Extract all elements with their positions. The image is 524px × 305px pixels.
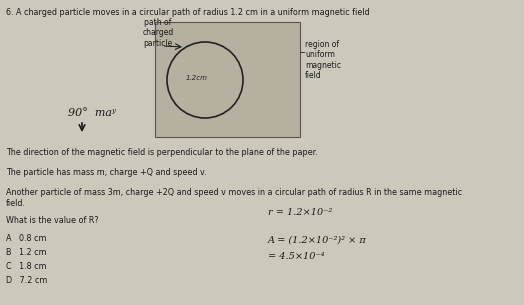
Text: B   1.2 cm: B 1.2 cm — [6, 248, 47, 257]
Text: path of
charged
particle: path of charged particle — [143, 18, 173, 48]
Text: field.: field. — [6, 199, 26, 208]
Text: C   1.8 cm: C 1.8 cm — [6, 262, 47, 271]
Text: 90°  maʸ: 90° maʸ — [68, 108, 116, 118]
Bar — [155, 22, 300, 137]
Text: 6. A charged particle moves in a circular path of radius 1.2 cm in a uniform mag: 6. A charged particle moves in a circula… — [6, 8, 369, 17]
Text: 1.2cm: 1.2cm — [186, 75, 208, 81]
Text: A = (1.2×10⁻²)² × π: A = (1.2×10⁻²)² × π — [268, 236, 367, 245]
Text: A   0.8 cm: A 0.8 cm — [6, 234, 47, 243]
Text: Another particle of mass 3m, charge +2Q and speed v moves in a circular path of : Another particle of mass 3m, charge +2Q … — [6, 188, 462, 197]
Text: D   7.2 cm: D 7.2 cm — [6, 276, 47, 285]
Text: r = 1.2×10⁻²: r = 1.2×10⁻² — [268, 208, 332, 217]
Text: The particle has mass m, charge +Q and speed v.: The particle has mass m, charge +Q and s… — [6, 168, 206, 177]
Text: What is the value of R?: What is the value of R? — [6, 216, 99, 225]
Text: = 4.5×10⁻⁴: = 4.5×10⁻⁴ — [268, 252, 324, 261]
Text: region of
uniform
magnetic
field: region of uniform magnetic field — [305, 40, 341, 80]
Text: The direction of the magnetic field is perpendicular to the plane of the paper.: The direction of the magnetic field is p… — [6, 148, 318, 157]
